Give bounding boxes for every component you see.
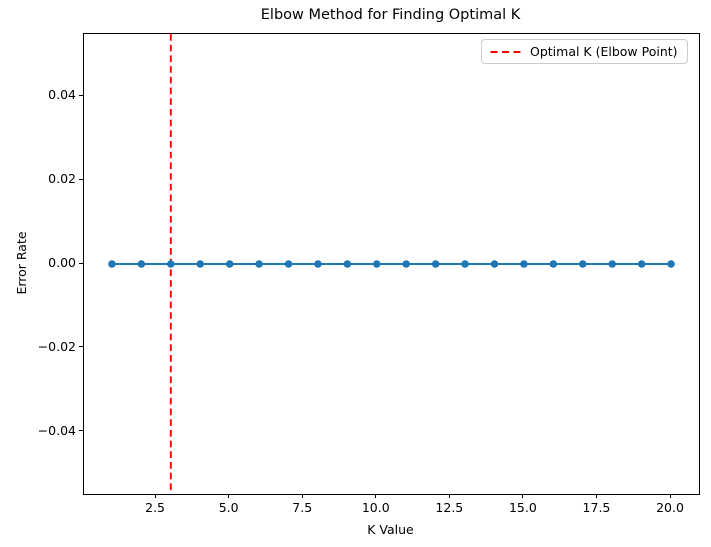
data-point-marker — [343, 260, 352, 268]
y-tick-label: −0.04 — [37, 422, 76, 438]
data-point-marker — [461, 260, 469, 268]
data-point-marker — [520, 260, 528, 268]
data-point-marker — [284, 260, 293, 268]
data-point-marker — [578, 260, 587, 268]
data-point-marker — [167, 260, 175, 268]
x-tick-label: 10.0 — [361, 500, 390, 515]
data-point-marker — [108, 260, 116, 268]
x-tick-mark — [375, 494, 377, 498]
x-tick-label: 5.0 — [218, 500, 239, 515]
y-tick-mark — [79, 430, 83, 432]
x-tick-mark — [669, 494, 671, 498]
x-tick-label: 2.5 — [145, 500, 166, 515]
data-point-marker — [314, 260, 322, 268]
data-point-marker — [667, 260, 675, 268]
x-tick-mark — [301, 494, 303, 498]
data-point-marker — [137, 260, 146, 268]
x-tick-label: 17.5 — [582, 500, 611, 515]
y-tick-mark — [79, 94, 83, 96]
plot-canvas — [108, 34, 675, 494]
y-tick-mark — [79, 346, 83, 348]
y-tick-label: 0.02 — [48, 171, 76, 187]
data-point-marker — [490, 260, 499, 268]
x-tick-label: 7.5 — [292, 500, 313, 515]
y-tick-label: 0.00 — [48, 255, 76, 270]
x-tick-label: 12.5 — [435, 500, 464, 515]
data-point-marker — [372, 260, 381, 268]
x-tick-mark — [154, 494, 156, 498]
x-tick-mark — [522, 494, 524, 498]
y-tick-mark — [79, 262, 83, 264]
plot-area: Optimal K (Elbow Point) — [83, 33, 700, 495]
data-point-marker — [608, 260, 616, 268]
data-point-marker — [255, 260, 263, 268]
x-tick-mark — [595, 494, 597, 498]
x-tick-label: 20.0 — [656, 500, 684, 515]
data-point-marker — [431, 260, 440, 268]
x-axis-label: K Value — [367, 522, 414, 537]
x-tick-mark — [228, 494, 230, 498]
x-tick-mark — [448, 494, 450, 498]
data-point-marker — [402, 260, 411, 268]
x-tick-label: 15.0 — [508, 500, 537, 515]
data-point-marker — [225, 260, 234, 268]
data-point-marker — [196, 260, 205, 268]
chart-title: Elbow Method for Finding Optimal K — [260, 7, 521, 23]
data-point-marker — [637, 260, 646, 268]
y-tick-label: −0.02 — [37, 338, 76, 354]
legend-label: Optimal K (Elbow Point) — [530, 44, 678, 59]
legend: Optimal K (Elbow Point) — [481, 39, 688, 64]
data-point-marker — [549, 260, 558, 268]
legend-dashed-line-icon — [490, 50, 521, 53]
y-tick-label: 0.04 — [48, 87, 76, 103]
y-tick-mark — [79, 178, 83, 180]
